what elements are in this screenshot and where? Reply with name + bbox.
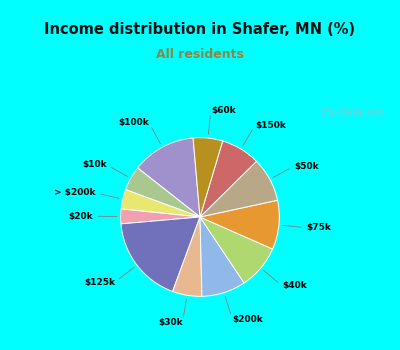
Wedge shape [173, 217, 202, 296]
Text: Income distribution in Shafer, MN (%): Income distribution in Shafer, MN (%) [44, 22, 356, 37]
Text: $30k: $30k [158, 318, 182, 327]
Text: $200k: $200k [232, 315, 263, 324]
Text: $100k: $100k [118, 118, 149, 127]
Wedge shape [138, 138, 200, 217]
Text: City-Data.com: City-Data.com [320, 107, 384, 117]
Wedge shape [200, 217, 244, 296]
Wedge shape [200, 141, 256, 217]
Wedge shape [200, 200, 279, 249]
Wedge shape [200, 161, 278, 217]
Text: $150k: $150k [255, 121, 286, 130]
Wedge shape [126, 168, 200, 217]
Text: $125k: $125k [84, 278, 115, 287]
Text: All residents: All residents [156, 48, 244, 61]
Text: $50k: $50k [294, 162, 319, 170]
Text: $60k: $60k [211, 106, 236, 115]
Wedge shape [121, 190, 200, 217]
Text: $10k: $10k [82, 160, 106, 169]
Text: $75k: $75k [306, 223, 332, 232]
Wedge shape [121, 217, 200, 292]
Wedge shape [193, 138, 223, 217]
Text: $40k: $40k [282, 281, 307, 290]
Text: $20k: $20k [68, 212, 93, 221]
Text: > $200k: > $200k [54, 188, 96, 197]
Wedge shape [200, 217, 272, 283]
Wedge shape [121, 209, 200, 224]
